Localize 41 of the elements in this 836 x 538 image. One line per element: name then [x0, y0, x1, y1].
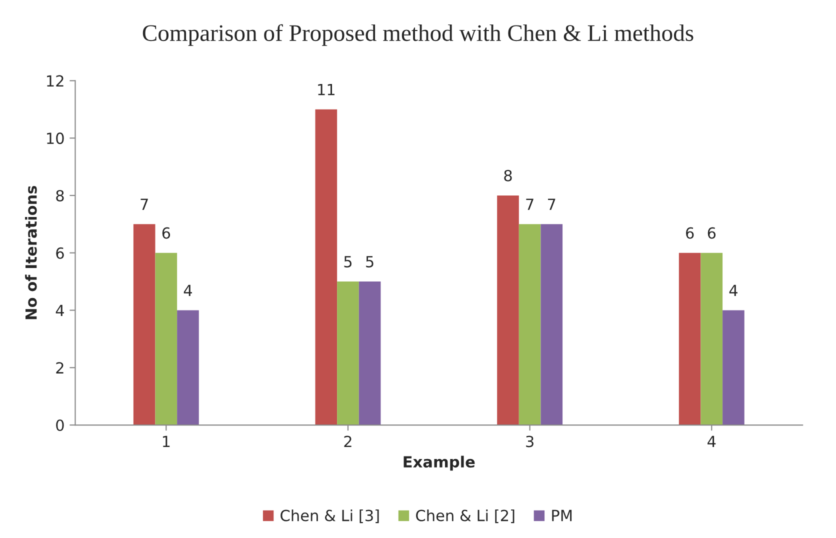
bar	[358, 282, 381, 426]
data-label: 8	[504, 170, 512, 182]
y-tick-label: 0	[56, 419, 64, 432]
y-axis-title: No of Iterations	[25, 186, 37, 320]
legend-label: Chen & Li [3]	[280, 509, 379, 524]
x-tick-label: 4	[708, 436, 716, 448]
x-tick-label: 3	[526, 436, 534, 448]
data-label: 4	[729, 284, 738, 296]
bar	[315, 109, 338, 426]
bar	[133, 224, 156, 426]
y-tick-label: 8	[56, 190, 64, 202]
data-label: 6	[708, 227, 716, 239]
legend-label: PM	[552, 510, 572, 522]
data-label: 11	[318, 84, 334, 96]
data-label: 7	[526, 198, 534, 210]
x-tick-label: 2	[344, 436, 352, 448]
y-tick-label: 6	[56, 247, 64, 259]
x-tick-label: 1	[162, 436, 170, 448]
x-axis-title: Example	[404, 456, 475, 471]
y-tick-label: 2	[56, 362, 64, 374]
data-label: 6	[686, 227, 694, 239]
y-tick-label: 12	[47, 75, 64, 87]
bar	[337, 282, 359, 426]
bar	[722, 310, 744, 426]
bar	[700, 252, 723, 426]
data-label: 4	[184, 284, 192, 296]
data-label: 5	[344, 256, 352, 268]
data-label: 7	[140, 198, 148, 210]
chart-title: Comparison of Proposed method with Chen & Li methods	[142, 24, 694, 46]
bar	[518, 224, 541, 426]
bar	[177, 310, 199, 426]
bar	[155, 252, 178, 426]
data-label: 7	[548, 198, 556, 210]
legend-label: Chen & Li [2]	[416, 509, 514, 524]
y-tick-label: 4	[56, 304, 64, 316]
data-label: 6	[162, 227, 170, 239]
bar	[540, 224, 563, 426]
data-label: 5	[366, 256, 374, 268]
y-tick-label: 10	[47, 132, 64, 144]
bar	[678, 252, 701, 426]
bar	[497, 195, 519, 426]
